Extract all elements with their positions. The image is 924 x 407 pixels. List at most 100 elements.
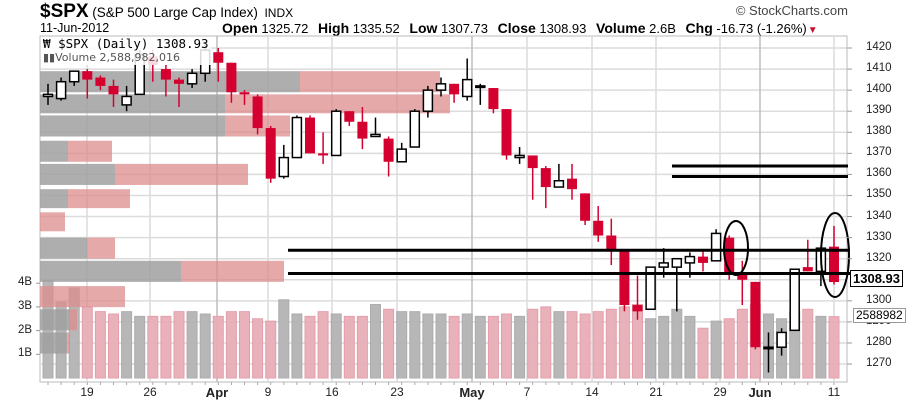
candle-up: [422, 89, 434, 112]
price-tick-label: 1360: [866, 167, 892, 180]
volume-profile-down: [68, 140, 112, 162]
volume-bar: [435, 313, 447, 379]
volume-profile-down: [40, 212, 65, 232]
low-value: 1307.73: [441, 21, 489, 36]
candle-up: [763, 346, 774, 350]
candle-up: [514, 154, 525, 159]
volume-profile-up: [40, 140, 68, 162]
volume-profile-up: [40, 94, 225, 114]
volume-profile-down: [300, 71, 440, 93]
candle-up: [370, 133, 381, 138]
candle-up: [553, 179, 565, 188]
volume-bar: [212, 315, 224, 379]
candle-down: [239, 92, 250, 95]
candle-down: [567, 178, 577, 190]
low-label: Low: [409, 20, 438, 36]
volume-bar: [815, 315, 827, 379]
price-tick-label: 1370: [866, 146, 892, 159]
price-tick-label: 1390: [866, 104, 892, 117]
candle-down: [698, 256, 708, 263]
last-volume-tag: 2588982: [853, 308, 906, 323]
candle-down: [449, 83, 460, 95]
volume-profile-down: [69, 309, 77, 331]
volume-bar: [723, 318, 735, 379]
candle-up: [776, 331, 787, 348]
candle-up: [330, 110, 342, 157]
volume-label: Volume: [596, 20, 646, 36]
volume-bar: [225, 311, 237, 379]
date-tick-label: 9: [264, 385, 272, 399]
candle-down: [580, 193, 591, 221]
candle-down: [383, 138, 394, 162]
candle-up: [186, 72, 198, 85]
date-tick-label: 14: [585, 385, 599, 399]
volume-bar: [684, 315, 696, 379]
volume-bar: [736, 308, 748, 379]
volume-profile-down: [181, 260, 284, 282]
volume-bar: [605, 308, 617, 379]
ohlc-stats: Open 1325.72 High 1335.52 Low 1307.73 Cl…: [222, 20, 824, 36]
volume-bar: [147, 315, 159, 379]
volume-bar: [291, 313, 303, 379]
volume-bar: [108, 313, 119, 379]
candle-down: [95, 77, 106, 86]
candle-down: [213, 52, 224, 63]
candle-up: [291, 116, 303, 159]
date-tick-label: 21: [649, 385, 663, 399]
price-tick-label: 1420: [866, 41, 892, 53]
close-value: 1308.93: [539, 21, 587, 36]
price-tick-label: 1400: [866, 83, 892, 96]
brand-credit: © StockCharts.com: [735, 3, 848, 18]
volume-profile-down: [225, 94, 450, 114]
volume-bar: [94, 311, 106, 379]
candle-up: [55, 80, 67, 100]
volume-profile-down: [68, 189, 130, 209]
price-tick-label: 1320: [866, 251, 892, 264]
volume-value: 2.6B: [649, 21, 676, 36]
open-value: 1325.72: [261, 21, 309, 36]
volume-bar: [828, 316, 840, 379]
price-tick-label: 1300: [866, 293, 892, 306]
candle-up: [435, 83, 447, 91]
volume-tick-label: 1B: [18, 347, 33, 360]
price-tick-label: 1350: [866, 188, 892, 201]
volume-tick-label: 4B: [18, 276, 33, 289]
volume-bar: [239, 311, 250, 379]
candle-down: [318, 153, 329, 156]
volume-bar: [252, 318, 264, 379]
volume-bar: [645, 318, 657, 379]
date-tick-label: 23: [390, 385, 404, 399]
candle-up: [42, 93, 54, 98]
price-tick-label: 1280: [866, 335, 892, 348]
volume-bar: [802, 308, 814, 379]
candle-down: [226, 62, 237, 93]
annotation-ellipse: [723, 220, 749, 276]
date-tick-label: 26: [143, 385, 157, 399]
candle-up: [121, 95, 132, 106]
candle-down: [252, 96, 263, 129]
date-tick-label: 16: [325, 385, 339, 399]
chg-label: Chg: [685, 20, 713, 36]
candle-up: [710, 232, 722, 262]
volume-bar: [160, 315, 172, 379]
legend-volume-text: Volume 2,588,982,016: [55, 51, 180, 64]
volume-bar: [343, 315, 355, 379]
volume-bar: [134, 315, 146, 379]
price-tick-label: 1380: [866, 125, 892, 138]
volume-bar: [527, 308, 539, 379]
candle-up: [278, 156, 290, 178]
candle-down: [593, 220, 604, 236]
chart-legend: ₩ $SPX (Daily) 1308.93 ▮▮Volume 2,588,98…: [41, 37, 211, 65]
candle-down: [501, 109, 512, 156]
candle-down: [802, 267, 813, 272]
volume-profile-up: [40, 260, 181, 282]
down-triangle-icon: ▼: [807, 25, 818, 36]
volume-bar: [553, 311, 565, 379]
volume-bar: [579, 313, 591, 379]
open-label: Open: [222, 20, 258, 36]
volume-bar: [278, 299, 290, 379]
volume-profile-up: [40, 309, 69, 331]
candle-up: [658, 262, 669, 268]
volume-bar: [514, 315, 526, 379]
